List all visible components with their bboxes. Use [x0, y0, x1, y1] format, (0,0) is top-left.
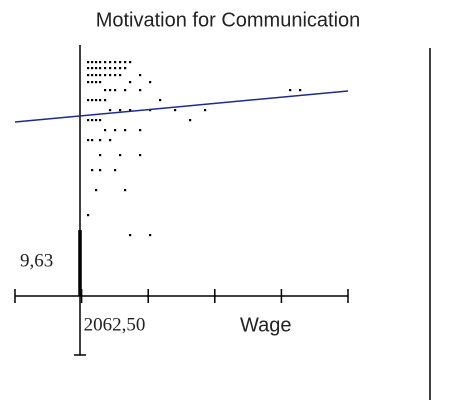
point	[203, 109, 207, 112]
point	[289, 89, 292, 92]
point	[128, 81, 132, 84]
point	[108, 61, 112, 64]
point	[103, 99, 107, 102]
chart-title: Motivation for Communication	[96, 9, 361, 31]
point	[114, 169, 117, 172]
point	[87, 99, 90, 102]
point	[119, 74, 122, 77]
point	[103, 61, 107, 64]
point	[114, 67, 117, 70]
point	[91, 81, 94, 84]
point	[189, 119, 192, 122]
point	[94, 119, 98, 122]
point	[119, 109, 122, 112]
point	[138, 129, 142, 132]
point	[91, 99, 94, 102]
point	[91, 169, 94, 172]
point	[124, 129, 127, 132]
point	[108, 67, 112, 70]
point	[98, 67, 102, 70]
point	[128, 109, 132, 112]
point	[114, 129, 117, 132]
point	[98, 81, 102, 84]
point	[138, 154, 142, 157]
point	[119, 154, 122, 157]
point	[159, 99, 162, 102]
x-tick-label: 2062,50	[84, 314, 146, 335]
point	[87, 67, 90, 70]
point	[91, 61, 94, 64]
point	[94, 74, 98, 77]
point	[98, 61, 102, 64]
point	[108, 89, 112, 92]
point	[94, 189, 98, 192]
point	[124, 61, 127, 64]
point	[91, 67, 94, 70]
point	[138, 74, 142, 77]
point	[87, 119, 90, 122]
point	[128, 234, 132, 237]
point	[94, 61, 98, 64]
point	[108, 109, 112, 112]
point	[114, 61, 117, 64]
point	[87, 74, 90, 77]
point	[138, 89, 142, 92]
point	[87, 139, 90, 142]
point	[149, 81, 152, 84]
point	[103, 129, 107, 132]
point	[87, 81, 90, 84]
point	[114, 89, 117, 92]
point	[98, 99, 102, 102]
point	[91, 74, 94, 77]
point	[124, 189, 127, 192]
point	[149, 234, 152, 237]
point	[98, 154, 102, 157]
trend-line	[14, 90, 349, 123]
point	[108, 74, 112, 77]
point	[103, 74, 107, 77]
point	[298, 89, 302, 92]
point	[98, 139, 102, 142]
point	[87, 61, 90, 64]
point	[174, 109, 177, 112]
point	[124, 89, 127, 92]
point	[119, 67, 122, 70]
x-axis-label: Wage	[240, 314, 292, 336]
point	[87, 214, 90, 217]
point	[114, 74, 117, 77]
point	[103, 89, 107, 92]
point	[94, 67, 98, 70]
point	[119, 61, 122, 64]
point	[94, 81, 98, 84]
point	[108, 139, 112, 142]
point	[91, 139, 94, 142]
point	[98, 74, 102, 77]
point	[91, 119, 94, 122]
point	[94, 99, 98, 102]
point	[124, 67, 127, 70]
point	[98, 169, 102, 172]
point	[98, 119, 102, 122]
point	[103, 67, 107, 70]
point	[128, 61, 132, 64]
y-tick-label: 9,63	[20, 250, 53, 271]
